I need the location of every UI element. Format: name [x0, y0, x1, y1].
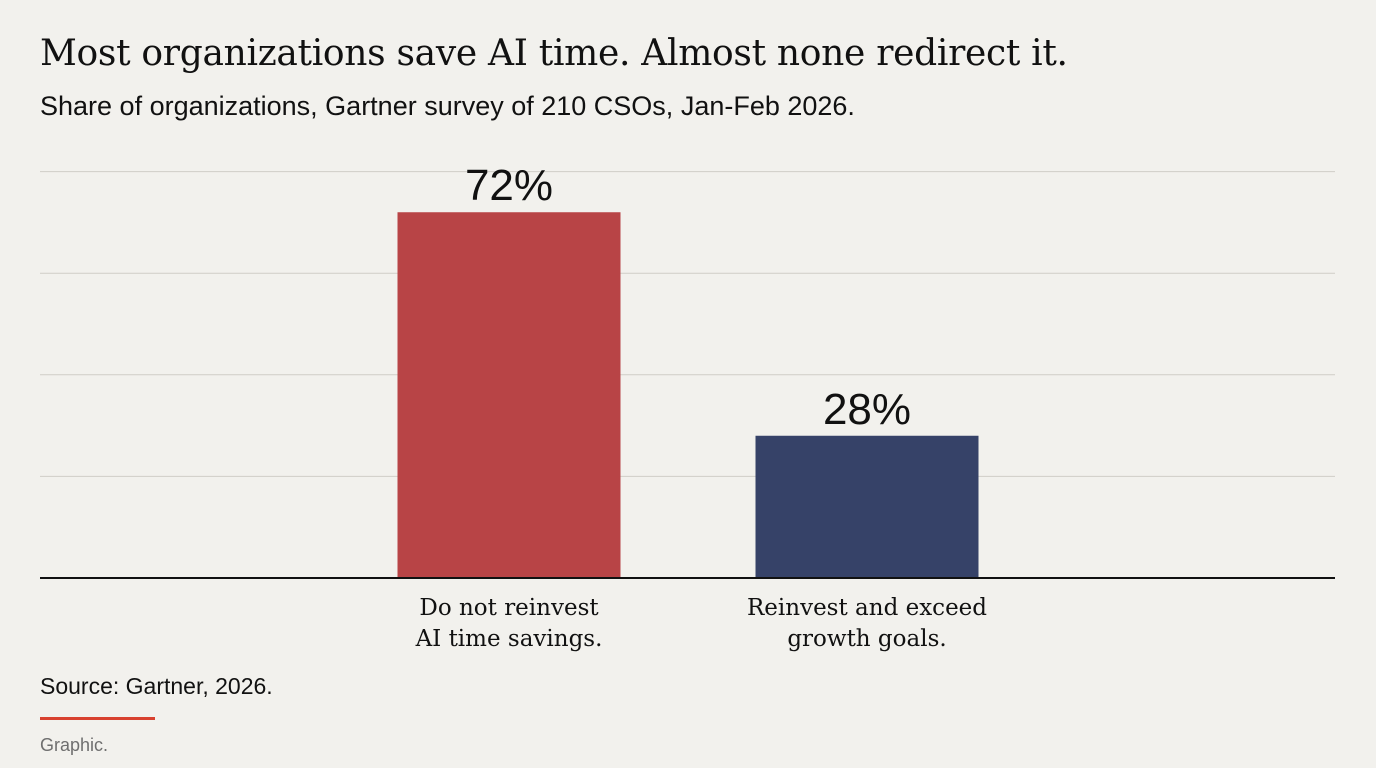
- category-label-2-line-2: growth goals.: [787, 626, 946, 652]
- category-label-1-line-2: AI time savings.: [415, 626, 603, 652]
- category-label-2-line-1: Reinvest and exceed: [747, 595, 987, 621]
- chart-subtitle: Share of organizations, Gartner survey o…: [40, 91, 855, 121]
- category-labels: Do not reinvest AI time savings. Reinvest …: [415, 595, 988, 652]
- bars: [397, 212, 979, 579]
- bar-2: [755, 435, 979, 578]
- value-label-1: 72%: [465, 161, 553, 210]
- graphic-credit: Graphic.: [40, 735, 109, 755]
- bar-chart: 72% 28% Do not reinvest AI time savings. Re…: [40, 161, 1335, 652]
- gridlines: [40, 171, 1335, 477]
- chart-title: Most organizations save AI time. Almost …: [40, 33, 1068, 74]
- value-labels: 72% 28%: [465, 161, 911, 434]
- bar-1: [397, 212, 621, 579]
- value-label-2: 28%: [823, 385, 911, 434]
- category-label-1-line-1: Do not reinvest: [419, 595, 599, 621]
- source-note: Source: Gartner, 2026.: [40, 673, 273, 699]
- footer-accent-line: [40, 717, 155, 720]
